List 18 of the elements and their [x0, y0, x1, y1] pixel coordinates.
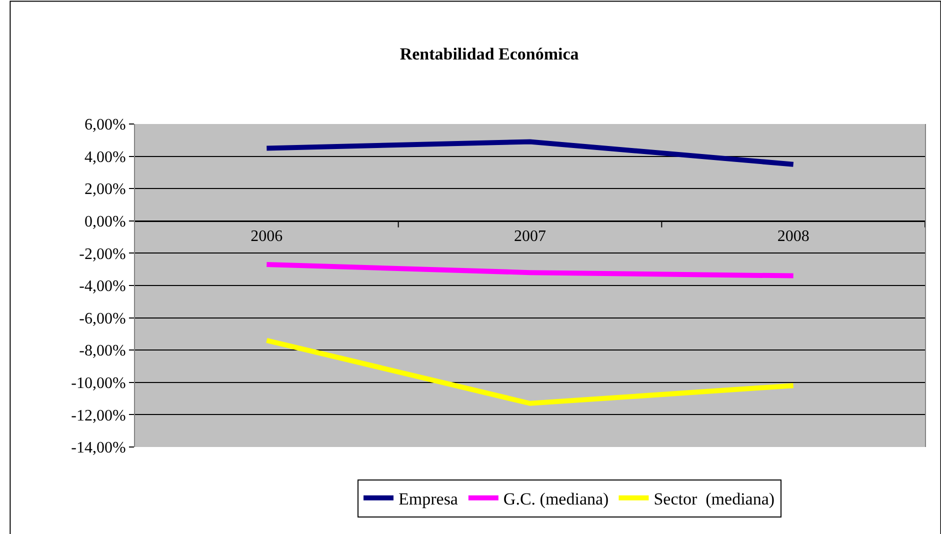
y-tick-label: -2,00%: [79, 246, 126, 263]
y-tick-label: 0,00%: [84, 214, 126, 230]
legend-label: Empresa: [398, 489, 458, 508]
y-tick-label: -8,00%: [79, 342, 126, 360]
x-tick-label: 2007: [514, 228, 546, 246]
y-tick-label: -6,00%: [79, 310, 126, 328]
y-tick-label: -12,00%: [71, 407, 126, 424]
x-tick-label: 2008: [777, 228, 810, 246]
legend-label: Sector (mediana): [654, 489, 775, 508]
x-tick-label: 2006: [250, 228, 283, 246]
y-tick-label: 2,00%: [84, 181, 126, 198]
legend-label: G.C. (mediana): [503, 489, 609, 508]
chart-title: Rentabilidad Económica: [400, 44, 580, 64]
y-tick-label: -4,00%: [79, 278, 126, 296]
y-tick-label: -14,00%: [71, 440, 126, 457]
y-tick-label: 4,00%: [84, 148, 126, 166]
y-tick-label: 6,00%: [84, 116, 126, 134]
y-tick-label: -10,00%: [71, 375, 126, 392]
